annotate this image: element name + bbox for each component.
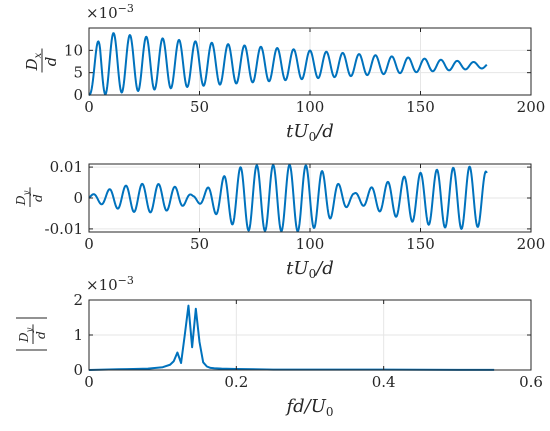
exponent-multiplier: ×10−3 [86, 2, 134, 22]
y-label-subscript: y [24, 327, 34, 333]
y-tick-label: 0.01 [50, 158, 83, 176]
x-tick-label: 0.2 [224, 373, 248, 391]
y-tick-label: 0 [73, 361, 83, 379]
x-label-subscript: 0 [309, 267, 317, 281]
x-label-tail: /d [314, 258, 334, 279]
x-axis-label: fd/U0 [284, 396, 333, 419]
y-tick-label: 0 [73, 189, 83, 207]
x-tick-label: 150 [406, 235, 435, 253]
x-label-subscript: 0 [309, 130, 317, 144]
x-tick-label: 0 [84, 235, 94, 253]
y-label-numerator: Dx [23, 52, 44, 71]
y-tick-label: 1 [73, 326, 83, 344]
x-tick-label: 50 [190, 98, 209, 116]
y-label-subscript: x [33, 52, 44, 58]
y-label-denominator: d [31, 194, 45, 202]
series-line [88, 32, 488, 96]
y-label-numerator: Dy [14, 190, 31, 206]
y-label-denominator: d [42, 57, 60, 67]
x-tick-label: 100 [296, 235, 325, 253]
exponent-power: −3 [118, 274, 134, 287]
x-axis-label: tU0/d [286, 258, 334, 281]
y-axis-label: Dxd [23, 48, 60, 73]
x-tick-label: 200 [517, 235, 546, 253]
y-tick-label: 5 [73, 64, 83, 82]
x-tick-label: 0 [84, 98, 94, 116]
panel-spectrum: 0 0.2 0.4 0.6 0 1 2×10−3 fd/U0 Dyd [16, 274, 543, 419]
y-axis-label: Dyd [16, 317, 48, 351]
y-tick-label: 0 [73, 86, 83, 104]
x-label-tail: /d [314, 121, 334, 142]
y-label-denominator: d [34, 331, 48, 339]
y-tick-label: 10 [64, 41, 83, 59]
y-tick-label: -0.01 [45, 220, 83, 238]
x-axis-label: tU0/d [286, 121, 334, 144]
exponent-multiplier: ×10−3 [86, 274, 134, 294]
x-tick-label: 0 [84, 373, 94, 391]
x-tick-label: 100 [296, 98, 325, 116]
series-line [88, 304, 495, 371]
x-tick-label: 0.6 [519, 373, 543, 391]
series-line [88, 163, 488, 233]
exponent-power: −3 [118, 2, 134, 15]
x-tick-label: 0.4 [372, 373, 396, 391]
x-tick-label: 150 [406, 98, 435, 116]
x-tick-label: 200 [517, 98, 546, 116]
x-label-subscript: 0 [326, 405, 334, 419]
y-label-subscript: y [21, 190, 31, 196]
y-label-numerator: Dy [17, 327, 34, 343]
y-tick-label: 2 [73, 291, 83, 309]
y-axis-label: Dyd [14, 187, 45, 208]
x-tick-label: 50 [190, 235, 209, 253]
